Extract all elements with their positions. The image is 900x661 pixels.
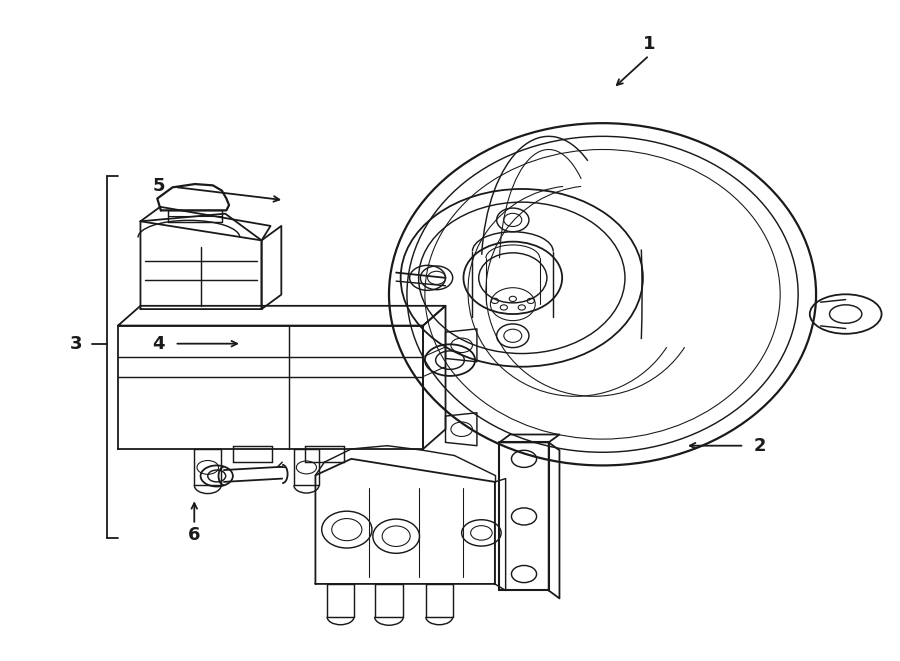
Text: 5: 5: [152, 176, 165, 195]
Text: 4: 4: [152, 334, 165, 353]
Text: 3: 3: [69, 334, 82, 353]
Text: 2: 2: [753, 437, 766, 455]
Text: 1: 1: [643, 35, 655, 53]
Text: 6: 6: [188, 525, 201, 543]
